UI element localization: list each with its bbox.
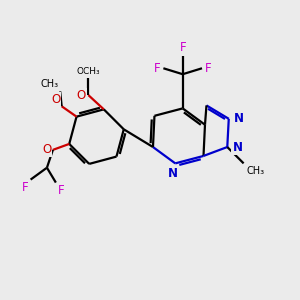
Text: CH₃: CH₃ bbox=[246, 166, 264, 176]
Text: F: F bbox=[204, 62, 211, 75]
Text: N: N bbox=[168, 167, 178, 180]
Text: N: N bbox=[232, 140, 243, 154]
Text: F: F bbox=[58, 184, 65, 197]
Text: F: F bbox=[22, 181, 28, 194]
Text: O: O bbox=[51, 93, 60, 106]
Text: O: O bbox=[77, 88, 86, 102]
Text: CH₃: CH₃ bbox=[40, 79, 59, 89]
Text: OCH₃: OCH₃ bbox=[76, 67, 100, 76]
Text: F: F bbox=[154, 62, 161, 75]
Text: N: N bbox=[234, 112, 244, 125]
Text: O: O bbox=[42, 143, 51, 156]
Text: F: F bbox=[179, 41, 186, 54]
